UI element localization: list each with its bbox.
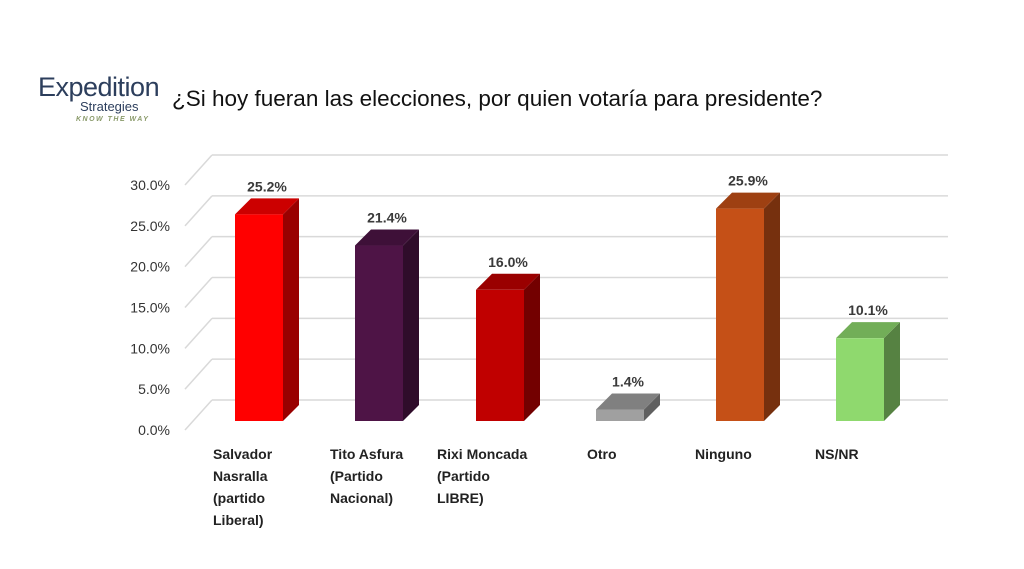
category-label: Otro (587, 446, 617, 462)
category-label: Nasralla (213, 468, 268, 484)
logo-tagline: KNOW THE WAY (76, 116, 150, 123)
gridline-diagonal (184, 317, 213, 349)
bar-side (283, 198, 299, 421)
category-label: Salvador (213, 446, 273, 462)
gridline-diagonal (184, 399, 213, 431)
logo-sub: Strategies (80, 99, 139, 114)
bar (836, 338, 884, 421)
data-label: 21.4% (367, 210, 407, 226)
bar (355, 245, 403, 421)
bar-side (524, 273, 540, 421)
category-label: (Partido (330, 468, 383, 484)
y-tick-label: 0.0% (138, 422, 170, 438)
bar-top (235, 198, 299, 215)
bar-top (596, 393, 660, 410)
bar-top (355, 229, 419, 246)
bar-top (476, 273, 540, 290)
data-label: 25.9% (728, 173, 768, 189)
bar (235, 214, 283, 421)
category-label: (partido (213, 490, 265, 506)
bar-side (764, 192, 780, 421)
category-label: LIBRE) (437, 490, 484, 506)
bar-top (716, 192, 780, 209)
y-tick-label: 15.0% (130, 300, 170, 316)
gridline-diagonal (184, 154, 213, 186)
gridline-diagonal (184, 276, 213, 309)
data-label: 25.2% (247, 178, 287, 194)
bar (476, 289, 524, 421)
bar-side (884, 322, 900, 421)
data-label: 10.1% (848, 302, 888, 318)
y-tick-label: 25.0% (130, 218, 170, 234)
y-tick-label: 10.0% (130, 340, 170, 356)
gridline-diagonal (184, 236, 213, 268)
category-label: Liberal) (213, 512, 264, 528)
gridline-diagonal (184, 358, 213, 390)
y-tick-label: 30.0% (130, 177, 170, 193)
category-label: Rixi Moncada (437, 446, 527, 462)
bar-top (836, 322, 900, 339)
logo: Expedition (38, 72, 160, 102)
category-label: Ninguno (695, 446, 752, 462)
chart-title: ¿Si hoy fueran las elecciones, por quien… (172, 86, 823, 111)
category-label: (Partido (437, 468, 490, 484)
data-label: 16.0% (488, 254, 528, 270)
bar (716, 208, 764, 421)
gridline-diagonal (184, 195, 213, 227)
category-label: Tito Asfura (330, 446, 403, 462)
bar (596, 409, 644, 421)
y-tick-label: 20.0% (130, 259, 170, 275)
category-label: Nacional) (330, 490, 393, 506)
y-tick-label: 5.0% (138, 381, 170, 397)
bar-side (403, 229, 419, 421)
category-label: NS/NR (815, 446, 859, 462)
bar-side (644, 393, 660, 421)
data-label: 1.4% (612, 374, 644, 390)
